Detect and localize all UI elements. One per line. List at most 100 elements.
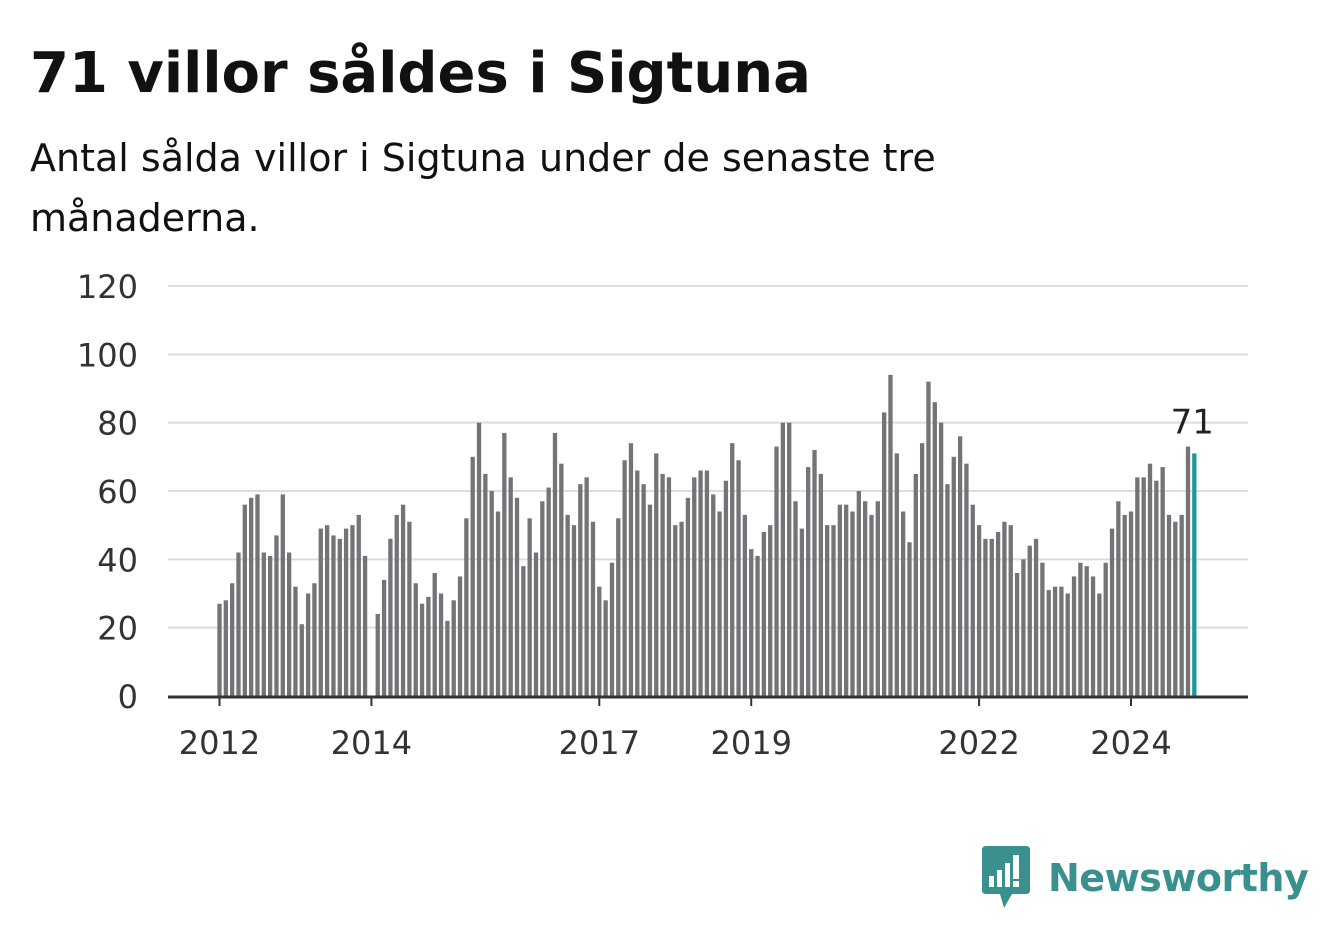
bar [603,600,608,696]
bar [780,422,786,696]
bar [451,600,456,696]
bar [1084,566,1089,696]
bar [1033,538,1039,696]
bar [989,538,994,696]
bar [464,518,469,696]
y-tick-label: 100 [77,336,138,374]
bar [457,576,463,696]
y-tick-label: 80 [97,405,138,443]
bar [571,525,577,696]
bar [293,586,298,696]
bar [350,525,355,696]
bar [951,456,956,696]
bar [616,518,621,696]
bar [407,521,412,696]
x-tick-label: 2014 [331,724,412,762]
bar [1046,590,1051,696]
bar [660,473,665,696]
x-tick-label: 2012 [179,724,260,762]
x-tick-label: 2022 [938,724,1019,762]
bar [926,381,931,696]
bar [736,460,741,696]
y-tick-label: 40 [97,541,138,579]
bar-highlight [1192,453,1197,696]
bar [324,525,330,696]
bar [945,484,950,696]
bar [844,504,849,696]
bar [249,497,254,696]
bar [267,555,273,696]
bar [1021,559,1026,696]
bar [438,593,444,696]
bar [312,583,317,696]
bar [641,484,646,696]
bar [394,514,399,696]
bar [913,473,918,696]
bar [768,525,773,696]
x-tick-label: 2017 [559,724,640,762]
bar [761,532,767,696]
chart-subtitle: Antal sålda villor i Sigtuna under de se… [30,136,936,240]
bar [280,494,285,696]
x-tick-label: 2019 [711,724,792,762]
bar [495,511,501,696]
bar [1135,477,1140,696]
bar [647,504,653,696]
bar [1078,562,1083,696]
bar [1128,511,1134,696]
bar [559,463,564,696]
bar [850,511,855,696]
bar [888,374,893,696]
bar [995,532,1001,696]
bar [274,535,279,696]
bar [907,542,912,696]
bar [337,538,342,696]
bar [628,443,634,696]
bar [698,470,703,696]
bar [679,521,684,696]
bar [362,555,368,696]
chart-title: 71 villor såldes i Sigtuna [30,41,811,106]
bar [692,477,697,696]
bar [1052,586,1058,696]
bar [1040,562,1045,696]
bar [1185,446,1191,696]
bar [521,566,526,696]
bar [1109,528,1115,696]
bar [742,514,748,696]
bar [622,460,627,696]
bar [1116,501,1121,696]
bar [787,422,792,696]
bar [970,504,975,696]
bar [1059,586,1064,696]
bar [806,467,811,696]
bar [869,514,874,696]
bar [527,518,532,696]
bar [388,538,393,696]
bar [755,555,760,696]
bar [609,562,615,696]
bar [730,443,735,696]
bar [552,432,558,696]
bar [1179,514,1184,696]
bar [685,497,691,696]
x-tick-label: 2024 [1090,724,1171,762]
bar [983,538,988,696]
bar [1014,573,1020,696]
bar [1027,545,1032,696]
bar [818,473,823,696]
bar [286,552,292,696]
bar [331,535,336,696]
bar [1097,593,1102,696]
bar [1154,480,1159,696]
bar [666,477,672,696]
bar [812,450,817,696]
bar [299,624,304,696]
bar [445,620,450,696]
bar [400,504,406,696]
bar [223,600,228,696]
bar [673,525,678,696]
bar [976,525,982,696]
bar [432,573,437,696]
bar [799,528,805,696]
